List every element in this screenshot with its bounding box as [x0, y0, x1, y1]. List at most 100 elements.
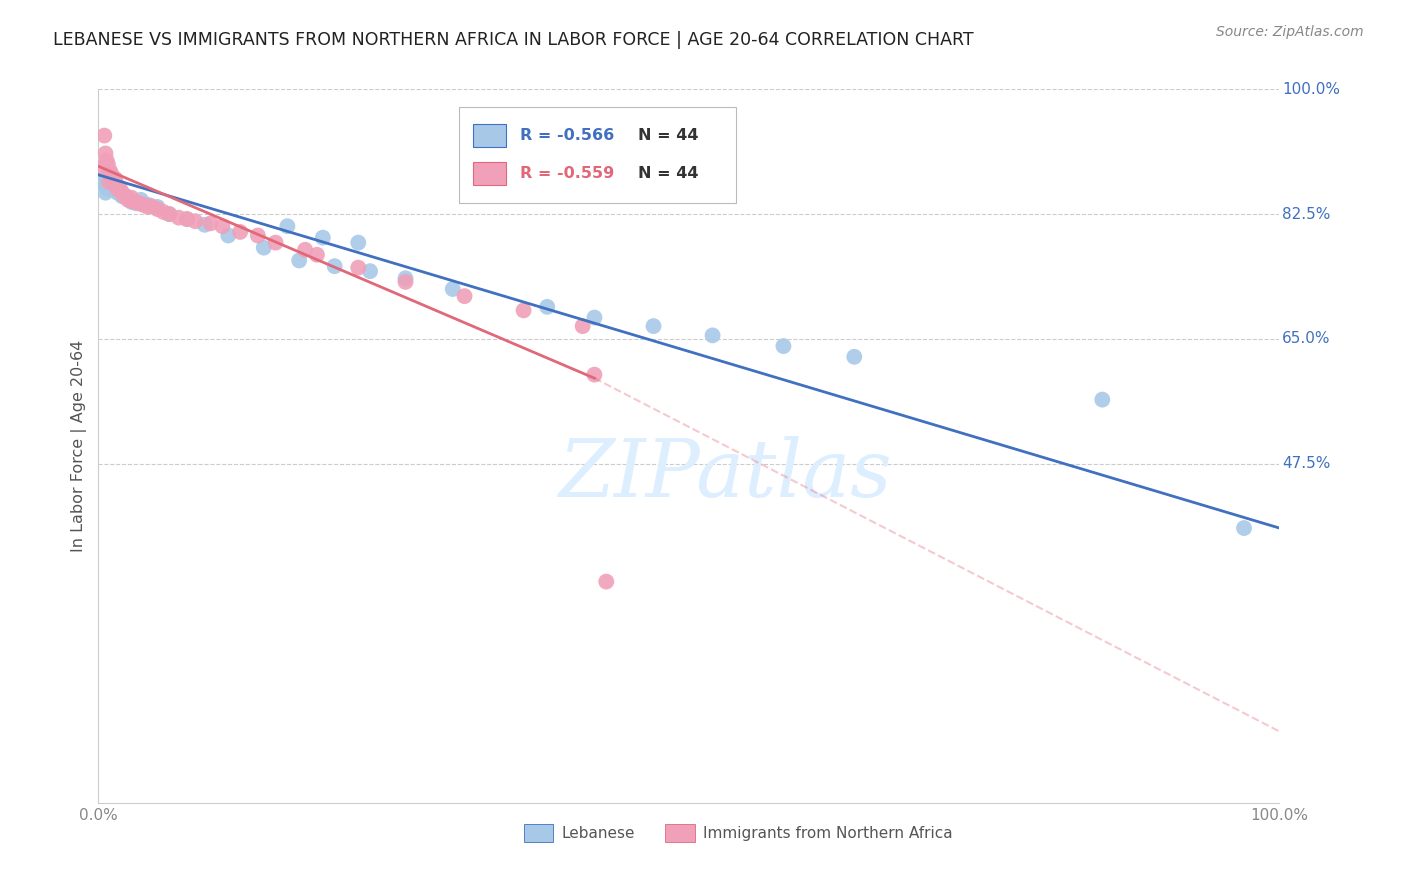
- Point: [246, 228, 269, 243]
- Point: [129, 193, 152, 207]
- Point: [583, 310, 606, 325]
- Point: [146, 202, 169, 216]
- Point: [305, 248, 328, 262]
- Point: [105, 177, 128, 191]
- Point: [176, 212, 198, 227]
- Point: [211, 219, 233, 234]
- Point: [157, 207, 180, 221]
- Text: 47.5%: 47.5%: [1282, 457, 1330, 471]
- Point: [583, 368, 606, 382]
- Y-axis label: In Labor Force | Age 20-64: In Labor Force | Age 20-64: [72, 340, 87, 552]
- Point: [98, 171, 121, 186]
- Point: [107, 180, 129, 194]
- Point: [125, 196, 148, 211]
- Point: [108, 180, 131, 194]
- Point: [200, 216, 222, 230]
- Point: [132, 198, 155, 212]
- Point: [105, 182, 128, 196]
- Point: [112, 187, 135, 202]
- Point: [97, 157, 120, 171]
- Point: [288, 253, 311, 268]
- Point: [347, 235, 370, 250]
- Point: [117, 193, 139, 207]
- Point: [104, 171, 127, 186]
- Point: [93, 128, 115, 143]
- Point: [93, 171, 115, 186]
- Point: [184, 214, 207, 228]
- Bar: [665, 824, 695, 842]
- Point: [94, 146, 117, 161]
- Point: [101, 171, 124, 186]
- Point: [103, 180, 125, 194]
- Point: [264, 235, 287, 250]
- Point: [702, 328, 724, 343]
- Point: [97, 182, 120, 196]
- Point: [121, 191, 143, 205]
- Text: LEBANESE VS IMMIGRANTS FROM NORTHERN AFRICA IN LABOR FORCE | AGE 20-64 CORRELATI: LEBANESE VS IMMIGRANTS FROM NORTHERN AFR…: [53, 31, 974, 49]
- Point: [94, 186, 117, 200]
- Point: [276, 219, 298, 234]
- Point: [98, 164, 121, 178]
- Bar: [472, 162, 506, 185]
- Point: [595, 574, 617, 589]
- Point: [643, 319, 665, 334]
- Point: [1233, 521, 1256, 535]
- Point: [453, 289, 475, 303]
- Point: [98, 175, 121, 189]
- Point: [394, 275, 416, 289]
- Point: [312, 230, 335, 244]
- Point: [176, 212, 198, 227]
- Point: [122, 194, 145, 209]
- Point: [128, 196, 150, 211]
- Text: Source: ZipAtlas.com: Source: ZipAtlas.com: [1216, 25, 1364, 39]
- Point: [394, 271, 416, 285]
- Text: N = 44: N = 44: [638, 128, 699, 143]
- Text: ZIPatlas: ZIPatlas: [558, 436, 891, 513]
- Bar: [472, 124, 506, 147]
- Point: [105, 184, 128, 198]
- Point: [194, 218, 217, 232]
- Point: [141, 199, 163, 213]
- Bar: [523, 824, 553, 842]
- Point: [100, 168, 122, 182]
- Text: Lebanese: Lebanese: [561, 826, 636, 841]
- Point: [91, 161, 114, 175]
- Point: [117, 191, 139, 205]
- Point: [96, 153, 118, 168]
- Text: 100.0%: 100.0%: [1282, 82, 1340, 96]
- Point: [96, 178, 118, 193]
- Point: [121, 194, 143, 209]
- Point: [512, 303, 534, 318]
- Point: [772, 339, 794, 353]
- Point: [101, 177, 124, 191]
- Point: [1091, 392, 1114, 407]
- Text: Immigrants from Northern Africa: Immigrants from Northern Africa: [703, 826, 953, 841]
- Point: [103, 175, 125, 189]
- Point: [217, 228, 239, 243]
- Point: [91, 175, 114, 189]
- Point: [152, 205, 174, 219]
- Point: [146, 200, 169, 214]
- Text: 82.5%: 82.5%: [1282, 207, 1330, 221]
- Point: [98, 168, 121, 182]
- Text: 65.0%: 65.0%: [1282, 332, 1330, 346]
- Point: [136, 198, 159, 212]
- Point: [125, 194, 148, 209]
- Point: [111, 189, 134, 203]
- Point: [571, 319, 593, 334]
- Point: [294, 243, 316, 257]
- Point: [157, 207, 180, 221]
- Point: [229, 225, 252, 239]
- Point: [104, 178, 127, 193]
- Point: [844, 350, 866, 364]
- Point: [105, 186, 128, 200]
- Point: [112, 189, 135, 203]
- Point: [253, 241, 276, 255]
- Point: [167, 211, 190, 225]
- Text: R = -0.559: R = -0.559: [520, 166, 614, 181]
- FancyBboxPatch shape: [458, 107, 737, 203]
- Point: [111, 186, 134, 200]
- Point: [100, 175, 122, 189]
- Point: [136, 200, 159, 214]
- Point: [108, 184, 131, 198]
